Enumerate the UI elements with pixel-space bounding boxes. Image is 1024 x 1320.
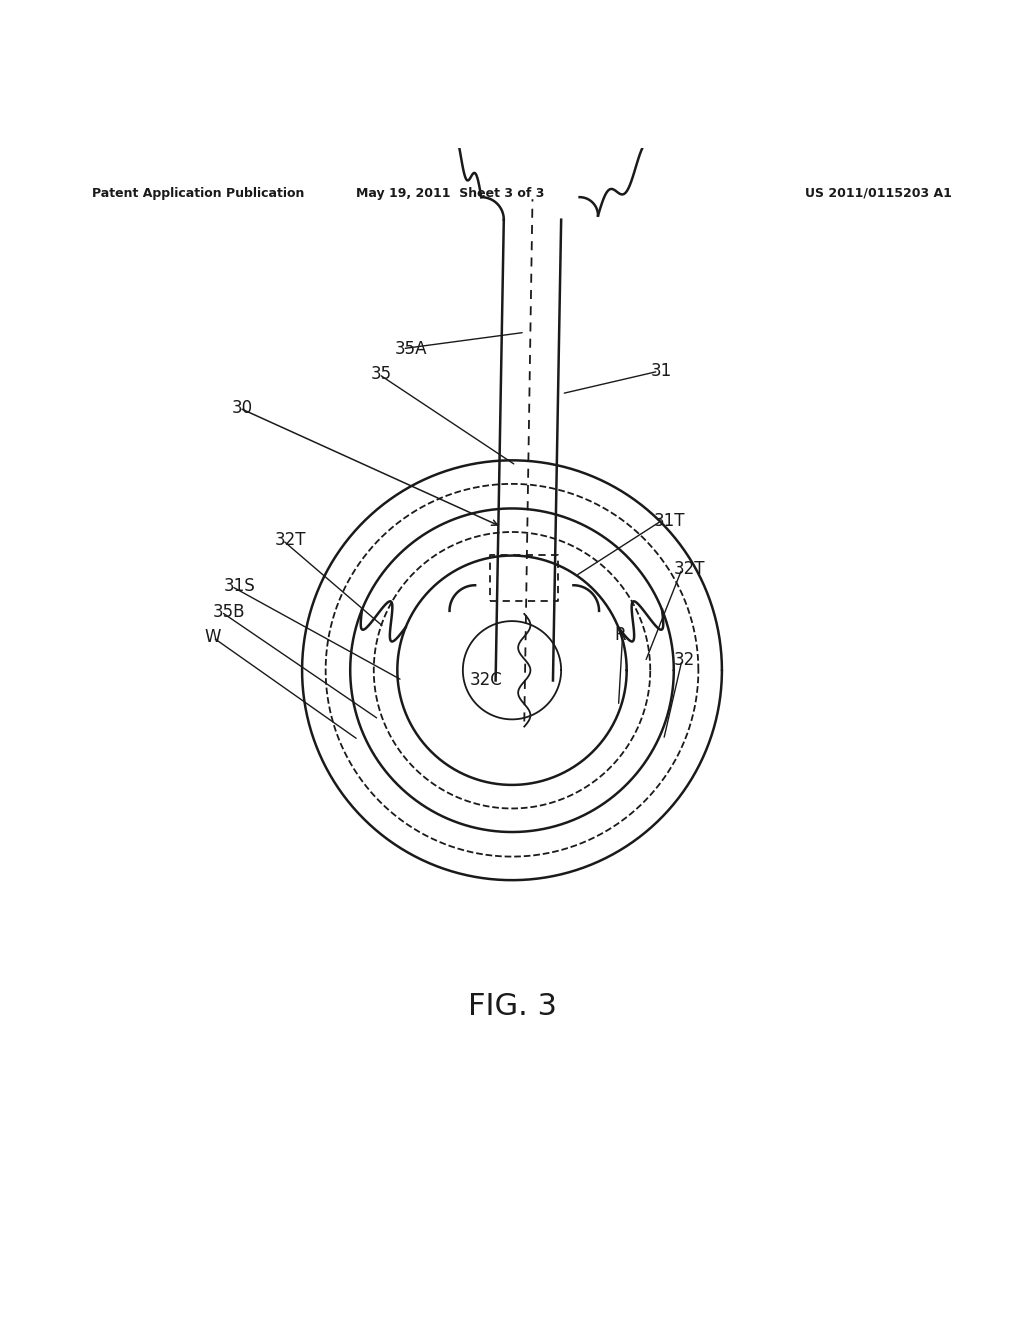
Text: 32C: 32C — [470, 672, 503, 689]
Text: R: R — [614, 627, 626, 644]
Text: W: W — [205, 628, 221, 647]
Text: 35B: 35B — [213, 603, 246, 620]
Text: 32: 32 — [674, 651, 695, 669]
Text: 32T: 32T — [274, 531, 306, 549]
Text: 31: 31 — [650, 362, 672, 380]
Text: 35: 35 — [371, 366, 392, 383]
Text: FIG. 3: FIG. 3 — [468, 991, 556, 1020]
Text: 32T: 32T — [674, 560, 706, 578]
Text: 31T: 31T — [653, 512, 685, 529]
Text: 31S: 31S — [223, 577, 255, 595]
Text: US 2011/0115203 A1: US 2011/0115203 A1 — [806, 187, 952, 199]
Text: Patent Application Publication: Patent Application Publication — [92, 187, 304, 199]
Text: 35A: 35A — [394, 339, 427, 358]
Text: May 19, 2011  Sheet 3 of 3: May 19, 2011 Sheet 3 of 3 — [356, 187, 545, 199]
Text: 30: 30 — [231, 399, 253, 417]
